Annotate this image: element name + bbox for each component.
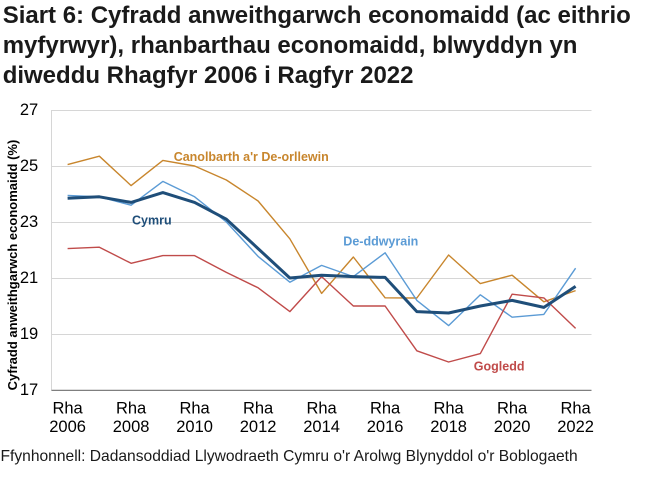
svg-text:Rha: Rha [243, 400, 274, 418]
svg-text:27: 27 [20, 101, 38, 119]
svg-text:2008: 2008 [113, 418, 150, 436]
svg-text:25: 25 [20, 157, 38, 175]
svg-text:Gogledd: Gogledd [474, 360, 525, 374]
svg-text:2020: 2020 [494, 418, 531, 436]
svg-text:23: 23 [20, 213, 38, 231]
svg-text:Cyfradd anweithgarwch economai: Cyfradd anweithgarwch economaidd (%) [5, 140, 20, 391]
svg-text:Siart 6: Cyfradd anweithgarwch: Siart 6: Cyfradd anweithgarwch economaid… [3, 2, 631, 29]
svg-text:Cymru: Cymru [132, 213, 172, 227]
svg-text:21: 21 [20, 269, 38, 287]
svg-text:Rha: Rha [560, 400, 591, 418]
svg-text:2016: 2016 [367, 418, 404, 436]
svg-text:2006: 2006 [49, 418, 86, 436]
svg-text:Rha: Rha [370, 400, 401, 418]
svg-text:Rha: Rha [497, 400, 528, 418]
svg-text:2022: 2022 [557, 418, 594, 436]
svg-text:Rha: Rha [116, 400, 147, 418]
svg-text:2018: 2018 [430, 418, 467, 436]
svg-text:19: 19 [20, 325, 38, 343]
svg-text:myfyrwyr), rhanbarthau economa: myfyrwyr), rhanbarthau economaidd, blwyd… [3, 32, 578, 59]
svg-text:De-ddwyrain: De-ddwyrain [343, 235, 418, 249]
svg-text:2012: 2012 [240, 418, 277, 436]
svg-text:Rha: Rha [179, 400, 210, 418]
svg-text:Ffynhonnell: Dadansoddiad Llyw: Ffynhonnell: Dadansoddiad Llywodraeth Cy… [1, 448, 578, 465]
svg-text:2010: 2010 [176, 418, 213, 436]
svg-text:diweddu Rhagfyr 2006 i Ragfyr: diweddu Rhagfyr 2006 i Ragfyr 2022 [3, 62, 414, 89]
svg-text:2014: 2014 [303, 418, 340, 436]
svg-text:17: 17 [20, 381, 38, 399]
svg-text:Rha: Rha [306, 400, 337, 418]
svg-text:Canolbarth a'r De-orllewin: Canolbarth a'r De-orllewin [174, 150, 329, 164]
svg-text:Rha: Rha [52, 400, 83, 418]
svg-text:Rha: Rha [433, 400, 464, 418]
